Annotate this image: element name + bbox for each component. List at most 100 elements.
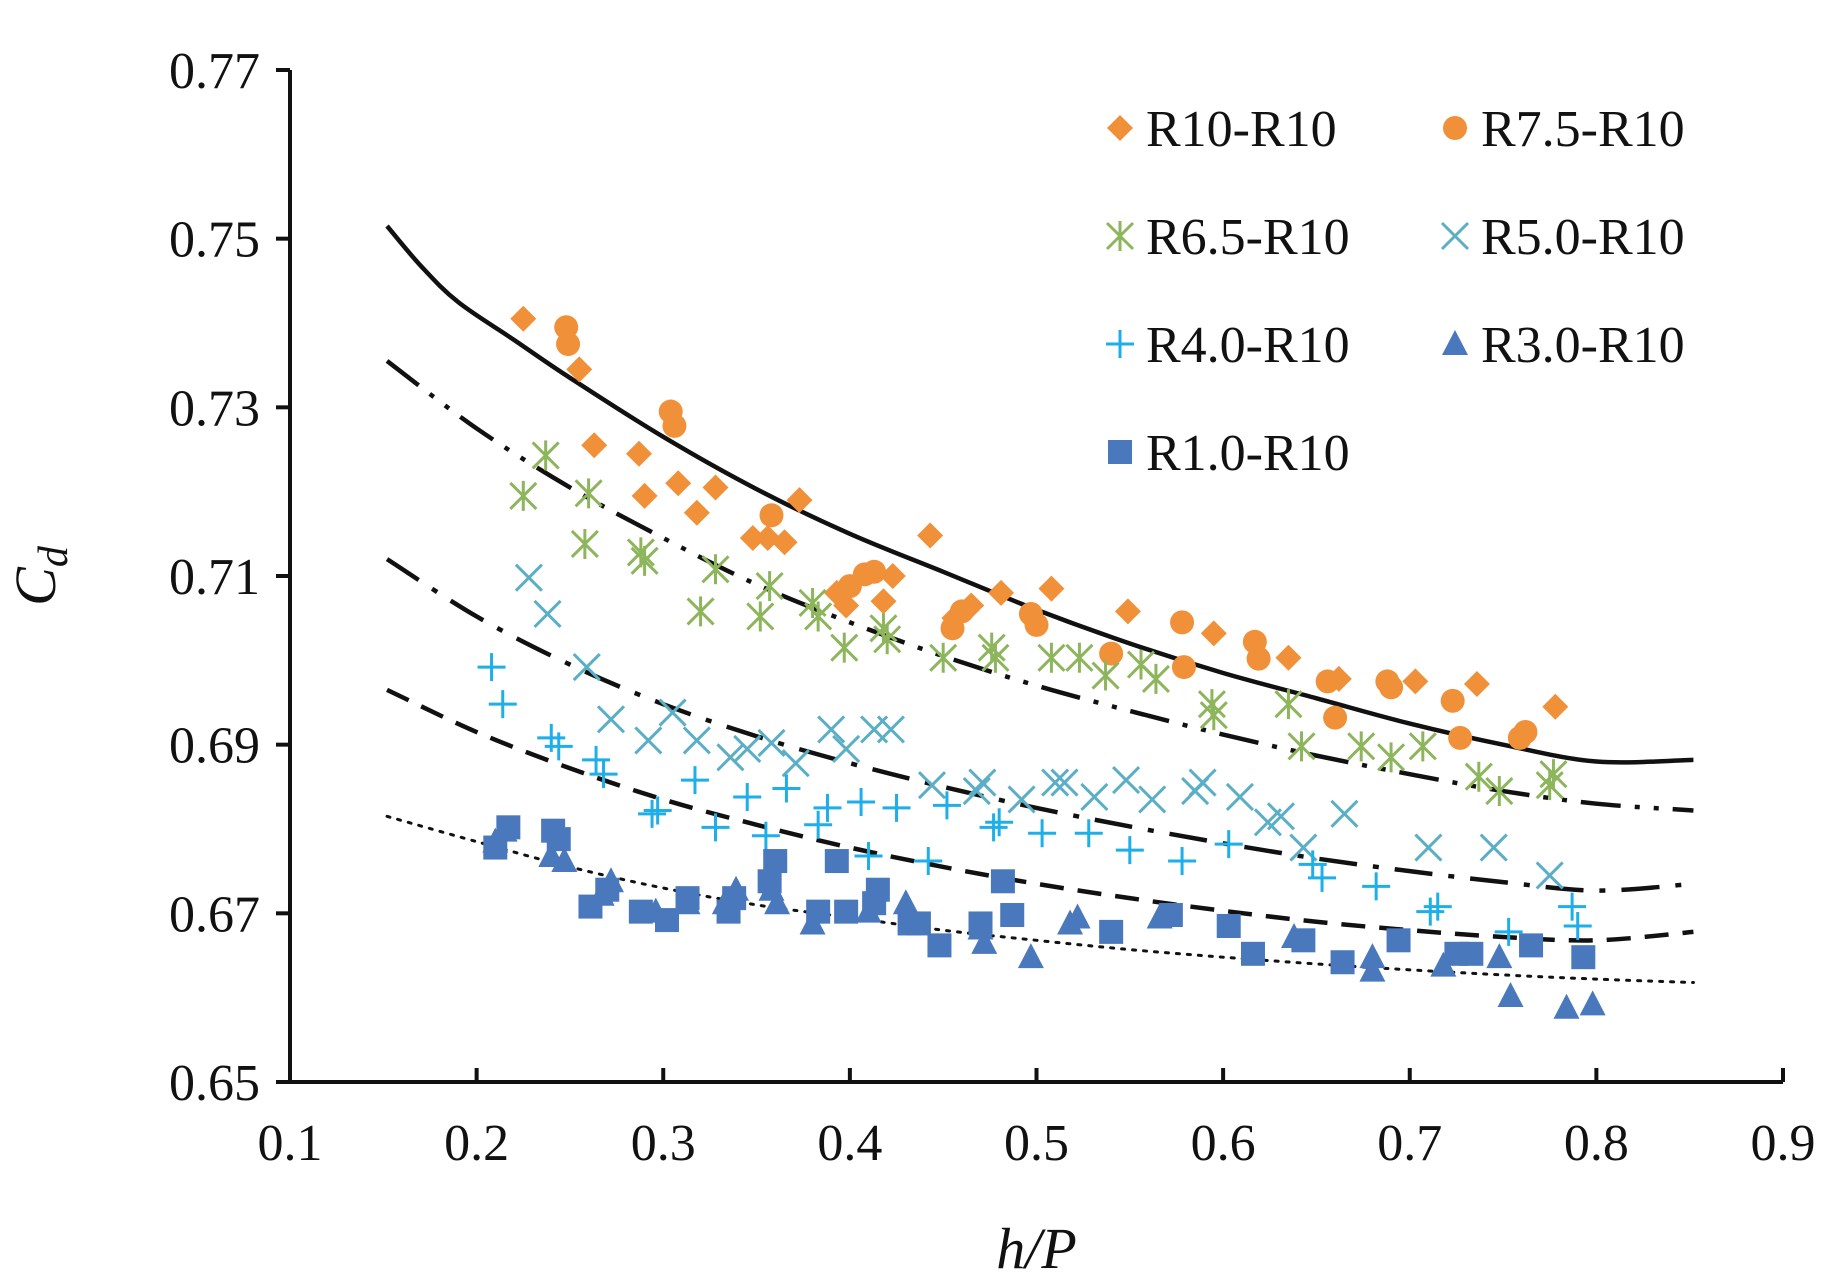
point-r4-0-r10	[544, 732, 573, 761]
point-r6-5-r10	[830, 632, 859, 663]
point-r3-0-r10	[1579, 990, 1606, 1016]
point-r1-0-r10	[990, 869, 1015, 894]
point-r3-0-r10	[1017, 943, 1044, 969]
y-tick-label: 0.73	[169, 380, 260, 437]
x-tick-label: 0.4	[817, 1115, 882, 1172]
point-r3-0-r10	[1486, 943, 1513, 969]
point-r6-5-r10	[1347, 731, 1376, 762]
point-r10-r10	[1463, 670, 1490, 697]
point-r10-r10	[879, 563, 906, 589]
point-r3-0-r10	[1359, 943, 1386, 969]
point-r10-r10	[917, 522, 944, 549]
legend-marker-r4-0-r10	[1106, 330, 1134, 358]
point-r1-0-r10	[1000, 903, 1025, 928]
point-r4-0-r10	[1308, 863, 1337, 892]
x-tick-label: 0.9	[1751, 1115, 1816, 1172]
point-r6-5-r10	[509, 480, 538, 511]
point-r1-0-r10	[906, 911, 931, 936]
point-r4-0-r10	[813, 793, 842, 822]
x-axis-title: h/P	[996, 1216, 1077, 1281]
point-r6-5-r10	[626, 537, 655, 568]
point-r6-5-r10	[929, 642, 958, 673]
point-r6-5-r10	[977, 632, 1006, 663]
point-r3-0-r10	[551, 847, 578, 873]
point-r1-0-r10	[1330, 950, 1355, 975]
point-r6-5-r10	[701, 554, 730, 585]
point-r4-0-r10	[488, 690, 517, 719]
point-r5-0-r10	[533, 599, 562, 629]
point-r5-0-r10	[1330, 799, 1359, 828]
y-axis-title: Cd	[3, 545, 77, 606]
point-r4-0-r10	[751, 821, 780, 850]
point-r4-0-r10	[1423, 892, 1452, 921]
point-r4-0-r10	[1416, 897, 1445, 926]
point-r3-0-r10	[1553, 993, 1580, 1019]
data-markers	[477, 305, 1606, 1019]
point-r1-0-r10	[628, 899, 653, 924]
point-r5-0-r10	[1479, 833, 1508, 862]
point-r10-r10	[786, 487, 813, 514]
point-r5-0-r10	[1080, 782, 1109, 812]
point-r10-r10	[870, 588, 897, 615]
legend-marker-r5-0-r10	[1440, 221, 1470, 251]
point-r4-0-r10	[733, 782, 762, 811]
point-r10-r10	[631, 482, 658, 509]
point-r4-0-r10	[979, 813, 1008, 842]
x-tick-label: 0.8	[1564, 1115, 1629, 1172]
point-r4-0-r10	[1028, 819, 1057, 848]
point-r1-0-r10	[1240, 941, 1265, 966]
point-r10-r10	[1275, 644, 1302, 671]
point-r1-0-r10	[968, 911, 993, 936]
fit-r40-dashed	[386, 687, 1694, 943]
point-r4-0-r10	[1168, 847, 1197, 876]
point-r4-0-r10	[854, 841, 883, 870]
point-r7-5-r10	[1024, 612, 1049, 637]
point-r10-r10	[510, 305, 537, 332]
point-r4-0-r10	[985, 808, 1014, 837]
point-r1-0-r10	[1571, 945, 1596, 970]
legend-label-r1-0-r10: R1.0-R10	[1146, 425, 1350, 482]
point-r5-0-r10	[658, 698, 687, 727]
legend-label-r7-5-r10: R7.5-R10	[1481, 101, 1685, 158]
point-r1-0-r10	[757, 869, 782, 894]
point-r7-5-r10	[1379, 675, 1404, 700]
y-tick-label: 0.75	[169, 212, 260, 269]
point-r4-0-r10	[643, 796, 672, 825]
point-r6-5-r10	[1141, 663, 1171, 694]
point-r1-0-r10	[824, 849, 849, 874]
point-r1-0-r10	[546, 827, 571, 852]
y-tick-label: 0.77	[169, 43, 260, 100]
point-r10-r10	[683, 499, 710, 526]
point-r6-5-r10	[1274, 689, 1303, 720]
x-tick-label: 0.3	[631, 1115, 696, 1172]
point-r5-0-r10	[634, 726, 663, 755]
point-r10-r10	[625, 440, 652, 467]
point-r10-r10	[1200, 620, 1227, 647]
legend: R10-R10 R7.5-R10 R6.5-R10 R5.0-R10 R4.0-R10 R…	[1105, 101, 1685, 482]
y-axis-title-main: C	[3, 566, 68, 606]
point-r7-5-r10	[1315, 669, 1340, 694]
point-r10-r10	[1542, 693, 1569, 720]
point-r5-0-r10	[596, 705, 626, 734]
legend-label-r3-0-r10: R3.0-R10	[1481, 317, 1685, 374]
point-r6-5-r10	[746, 601, 775, 632]
point-r1-0-r10	[834, 899, 859, 924]
point-r7-5-r10	[759, 503, 784, 528]
legend-marker-r3-0-r10	[1442, 330, 1468, 355]
point-r6-5-r10	[630, 545, 659, 576]
point-r5-0-r10	[514, 563, 543, 592]
point-r7-5-r10	[1440, 688, 1465, 713]
point-r1-0-r10	[1216, 913, 1241, 938]
point-r5-0-r10	[1041, 768, 1070, 797]
y-tick-label: 0.71	[169, 549, 260, 606]
legend-marker-r10-r10	[1107, 115, 1133, 141]
point-r5-0-r10	[716, 743, 745, 772]
point-r6-5-r10	[570, 528, 599, 559]
point-r5-0-r10	[1007, 785, 1036, 814]
point-r1-0-r10	[806, 899, 831, 924]
point-r4-0-r10	[1558, 892, 1587, 921]
point-r5-0-r10	[876, 715, 905, 744]
point-r6-5-r10	[1091, 660, 1120, 691]
legend-marker-r1-0-r10	[1108, 440, 1132, 464]
point-r4-0-r10	[680, 766, 709, 795]
